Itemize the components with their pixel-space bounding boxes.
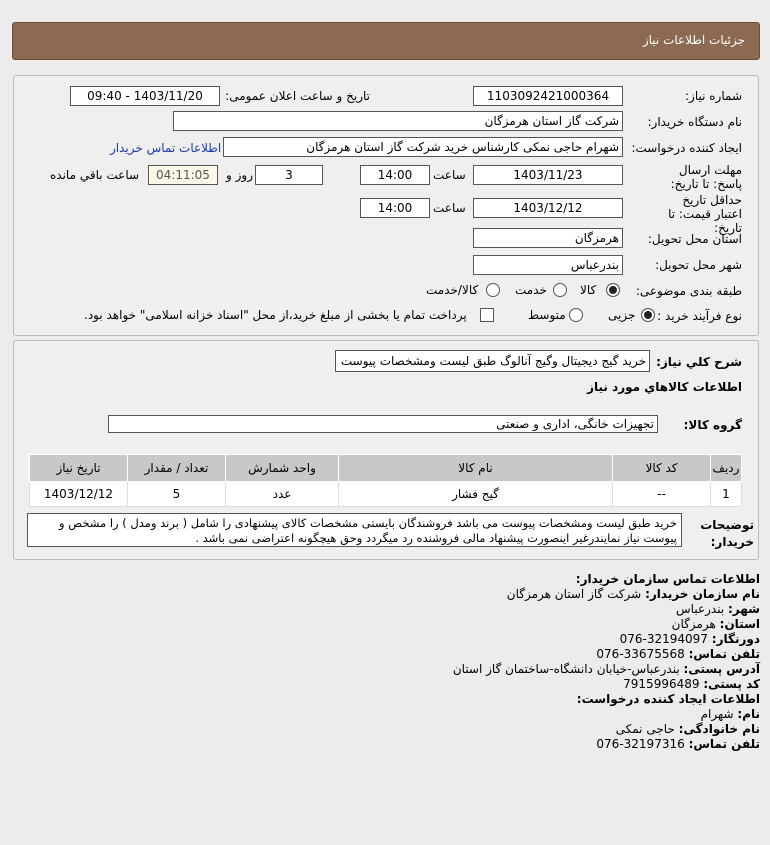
process-radio-minor[interactable] bbox=[641, 308, 655, 322]
contact-org: نام سازمان خریدار: شرکت گاز استان هرمزگا… bbox=[506, 587, 760, 601]
payment-note: پرداخت تمام یا بخشی از مبلغ خرید،از محل … bbox=[84, 308, 467, 322]
category-label: طبقه بندی موضوعی: bbox=[635, 284, 742, 298]
cell-date: 1403/12/12 bbox=[29, 481, 128, 507]
creator-label: ایجاد کننده درخواست: bbox=[631, 141, 742, 155]
deadline-label: مهلت ارسال پاسخ: تا تاریخ: bbox=[670, 163, 742, 191]
col-name: نام کالا bbox=[338, 454, 613, 482]
buyer-field[interactable]: شرکت گاز استان هرمزگان bbox=[173, 111, 623, 131]
contact-province: استان: هرمزگان bbox=[671, 617, 760, 631]
table-row: 1 -- گیج فشار عدد 5 1403/12/12 bbox=[29, 481, 742, 507]
table-header-row: رديف کد کالا نام کالا واحد شمارش تعداد /… bbox=[29, 454, 742, 482]
need-number-label: شماره نیاز: bbox=[685, 89, 742, 103]
cell-unit: عدد bbox=[225, 481, 339, 507]
deadline-time-field[interactable]: 14:00 bbox=[360, 165, 430, 185]
process-label: نوع فرآیند خرید : bbox=[657, 309, 742, 323]
category-radio-goods[interactable] bbox=[606, 283, 620, 297]
cell-row: 1 bbox=[710, 481, 742, 507]
contact-postal-code: کد پستی: 7915996489 bbox=[623, 677, 760, 691]
validity-time-label: ساعت bbox=[433, 201, 466, 215]
announce-field[interactable]: 1403/11/20 - 09:40 bbox=[70, 86, 220, 106]
page-title: جزئیات اطلاعات نیاز bbox=[642, 33, 745, 47]
remaining-time-field: 04:11:05 bbox=[148, 165, 218, 185]
items-table: رديف کد کالا نام کالا واحد شمارش تعداد /… bbox=[29, 454, 742, 507]
group-label: گروه کالا: bbox=[683, 418, 742, 432]
creator-title: اطلاعات ایجاد کننده درخواست: bbox=[576, 692, 760, 706]
validity-time-field[interactable]: 14:00 bbox=[360, 198, 430, 218]
creator-field[interactable]: شهرام حاجی نمکی کارشناس خرید شرکت گاز اس… bbox=[223, 137, 623, 157]
category-option-goods-service: کالا/خدمت bbox=[426, 283, 479, 297]
need-number-field[interactable]: 1103092421000364 bbox=[473, 86, 623, 106]
category-radio-service[interactable] bbox=[553, 283, 567, 297]
cell-qty: 5 bbox=[127, 481, 226, 507]
remaining-label: ساعت باقي مانده bbox=[50, 168, 140, 182]
page-header: جزئیات اطلاعات نیاز bbox=[12, 22, 760, 60]
category-radio-goods-service[interactable] bbox=[486, 283, 500, 297]
validity-date-field[interactable]: 1403/12/12 bbox=[473, 198, 623, 218]
province-label: استان محل تحویل: bbox=[647, 232, 742, 246]
treasury-payment-checkbox[interactable] bbox=[480, 308, 494, 322]
contact-city: شهر: بندرعباس bbox=[676, 602, 760, 616]
contact-address: آدرس پستی: بندرعباس-خیابان دانشگاه-ساختم… bbox=[452, 662, 760, 676]
creator-phone: تلفن تماس: 32197316-076 bbox=[596, 737, 760, 751]
notes-field: خرید طبق لیست ومشخصات پیوست می باشد فروش… bbox=[27, 513, 682, 547]
col-qty: تعداد / مقدار bbox=[127, 454, 226, 482]
category-option-goods: کالا bbox=[580, 283, 597, 297]
col-code: کد کالا bbox=[612, 454, 711, 482]
process-option-medium: متوسط bbox=[528, 308, 566, 322]
days-field[interactable]: 3 bbox=[255, 165, 323, 185]
cell-name: گیج فشار bbox=[338, 481, 613, 507]
announce-label: تاريخ و ساعت اعلان عمومی: bbox=[225, 89, 370, 103]
creator-first-name: نام: شهرام bbox=[700, 707, 760, 721]
category-option-service: خدمت bbox=[515, 283, 547, 297]
contact-title: اطلاعات تماس سازمان خریدار: bbox=[575, 572, 760, 586]
col-unit: واحد شمارش bbox=[225, 454, 339, 482]
summary-field: خرید گیج دیجیتال وگیج آنالوگ طبق لیست وم… bbox=[335, 350, 650, 372]
city-label: شهر محل تحویل: bbox=[655, 258, 742, 272]
buyer-contact-link[interactable]: اطلاعات تماس خریدار bbox=[110, 141, 222, 155]
days-label: روز و bbox=[226, 168, 253, 182]
creator-last-name: نام خانوادگی: حاجی نمکی bbox=[615, 722, 760, 736]
group-field: تجهیزات خانگی، اداری و صنعتی bbox=[108, 415, 658, 433]
contact-phone: تلفن تماس: 33675568-076 bbox=[596, 647, 760, 661]
summary-label: شرح کلي نياز: bbox=[656, 355, 742, 369]
province-field[interactable]: هرمزگان bbox=[473, 228, 623, 248]
cell-code: -- bbox=[612, 481, 711, 507]
deadline-time-label: ساعت bbox=[433, 168, 466, 182]
col-date: تاریخ نیاز bbox=[29, 454, 128, 482]
process-option-minor: جزیی bbox=[608, 308, 636, 322]
process-radio-medium[interactable] bbox=[569, 308, 583, 322]
contact-fax: دورنگار: 32194097-076 bbox=[619, 632, 760, 646]
col-row: رديف bbox=[710, 454, 742, 482]
notes-label: توضیحات خریدار: bbox=[700, 518, 754, 549]
city-field[interactable]: بندرعباس bbox=[473, 255, 623, 275]
deadline-date-field[interactable]: 1403/11/23 bbox=[473, 165, 623, 185]
buyer-label: نام دستگاه خریدار: bbox=[647, 115, 743, 129]
validity-label: حداقل تاریخ اعتبار قیمت: تا تاریخ: bbox=[668, 193, 742, 235]
items-title: اطلاعات کالاهاي مورد نياز bbox=[587, 380, 742, 394]
